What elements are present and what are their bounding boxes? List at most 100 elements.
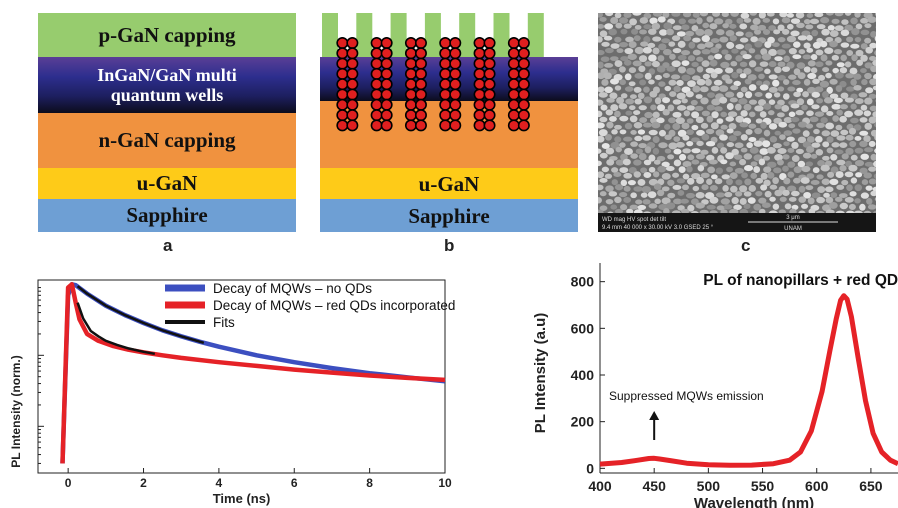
red-qd (439, 36, 452, 49)
red-qd (517, 67, 530, 80)
pillar-p-gan (527, 13, 544, 57)
red-qd (449, 57, 462, 70)
red-qd (336, 47, 349, 60)
red-qd (414, 109, 427, 122)
pillar-p-gan (356, 13, 373, 57)
x-tick-label: 500 (697, 478, 721, 494)
red-qd (517, 78, 530, 91)
red-qd (449, 88, 462, 101)
legend-label: Decay of MQWs – no QDs (213, 281, 372, 296)
y-tick-label: 800 (571, 274, 595, 290)
sem-institution: UNAM (784, 226, 802, 232)
red-qd (507, 98, 520, 111)
panel-b-nanopillar-stack: u-GaN Sapphire (320, 13, 578, 232)
red-qd (473, 109, 486, 122)
sem-scalebar-label: 3 μm (786, 215, 799, 221)
red-qd (404, 36, 417, 49)
red-qd (346, 119, 359, 132)
red-qd (517, 88, 530, 101)
y-axis-label: PL Intensity (a.u) (532, 313, 549, 434)
red-qd (380, 47, 393, 60)
red-qd (517, 57, 530, 70)
red-qd (404, 98, 417, 111)
red-qd (336, 36, 349, 49)
red-qd (449, 36, 462, 49)
pillar-p-gan (459, 13, 476, 57)
red-qd (404, 47, 417, 60)
p-gan-capping-layer: p-GaN capping (38, 13, 296, 57)
red-qd (507, 36, 520, 49)
fit-curve (76, 285, 205, 345)
red-qd (439, 119, 452, 132)
p-gan-label: p-GaN capping (98, 22, 236, 47)
red-qd (336, 119, 349, 132)
y-tick-label: 0 (586, 460, 594, 476)
b-u-gan-label: u-GaN (419, 172, 480, 196)
red-qd (473, 36, 486, 49)
red-qd (483, 67, 496, 80)
red-qd (370, 67, 383, 80)
red-qd (439, 47, 452, 60)
red-qd (483, 36, 496, 49)
x-tick-label: 6 (291, 476, 298, 490)
red-qd (473, 57, 486, 70)
x-tick-label: 0 (65, 476, 72, 490)
red-qd (404, 78, 417, 91)
b-sapphire-label: Sapphire (408, 204, 489, 228)
pillar-p-gan (322, 13, 338, 57)
red-qd (380, 109, 393, 122)
x-axis-label: Time (ns) (213, 491, 271, 506)
sapphire-label: Sapphire (126, 203, 208, 227)
red-qd (380, 98, 393, 111)
sapphire-layer: Sapphire (38, 199, 296, 232)
red-qd (483, 57, 496, 70)
red-qd (439, 109, 452, 122)
red-qd (473, 78, 486, 91)
red-qd (449, 47, 462, 60)
red-qd (483, 88, 496, 101)
x-tick-label: 2 (140, 476, 147, 490)
sem-info-line2: 9.4 mm 40 000 x 30.00 kV 3.0 GSED 25 ° (602, 225, 714, 231)
red-qd (507, 78, 520, 91)
red-qd (414, 57, 427, 70)
x-tick-label: 4 (216, 476, 223, 490)
pillar-p-gan (390, 13, 407, 57)
red-qd (517, 119, 530, 132)
x-tick-label: 8 (366, 476, 373, 490)
pillar-p-gan (493, 13, 510, 57)
sem-info-line1: WD mag HV spot det tilt (602, 217, 666, 223)
red-qd (380, 88, 393, 101)
red-qd (336, 67, 349, 80)
b-sapphire-layer (320, 199, 578, 232)
red-qd (439, 98, 452, 111)
annotation-arrowhead (649, 411, 660, 420)
red-qd (370, 119, 383, 132)
red-qd (370, 88, 383, 101)
red-qd (517, 98, 530, 111)
red-qd (346, 47, 359, 60)
red-qd (404, 109, 417, 122)
red-qd (370, 47, 383, 60)
red-qd (473, 119, 486, 132)
pl-decay-chart: 0 2 4 6 8 10 Time (ns) PL Intensity (norm.) Deca… (9, 279, 455, 506)
red-qd (449, 119, 462, 132)
u-gan-label: u-GaN (136, 171, 198, 195)
red-qd (414, 88, 427, 101)
pl-spectrum-curve (599, 293, 898, 468)
red-qd (380, 36, 393, 49)
red-qd (346, 67, 359, 80)
nanopillar-diagram: u-GaN Sapphire (320, 13, 578, 232)
x-tick-label: 400 (588, 478, 612, 494)
red-qd (473, 98, 486, 111)
red-qd (370, 78, 383, 91)
panel-a-label: a (163, 236, 173, 255)
red-qd (439, 88, 452, 101)
red-qd (507, 67, 520, 80)
fit-curve (76, 302, 156, 356)
x-tick-label: 550 (751, 478, 775, 494)
red-qd (370, 36, 383, 49)
legend-label: Decay of MQWs – red QDs incorporated (213, 298, 455, 313)
red-qd (507, 119, 520, 132)
red-qd (449, 67, 462, 80)
red-qd (380, 119, 393, 132)
